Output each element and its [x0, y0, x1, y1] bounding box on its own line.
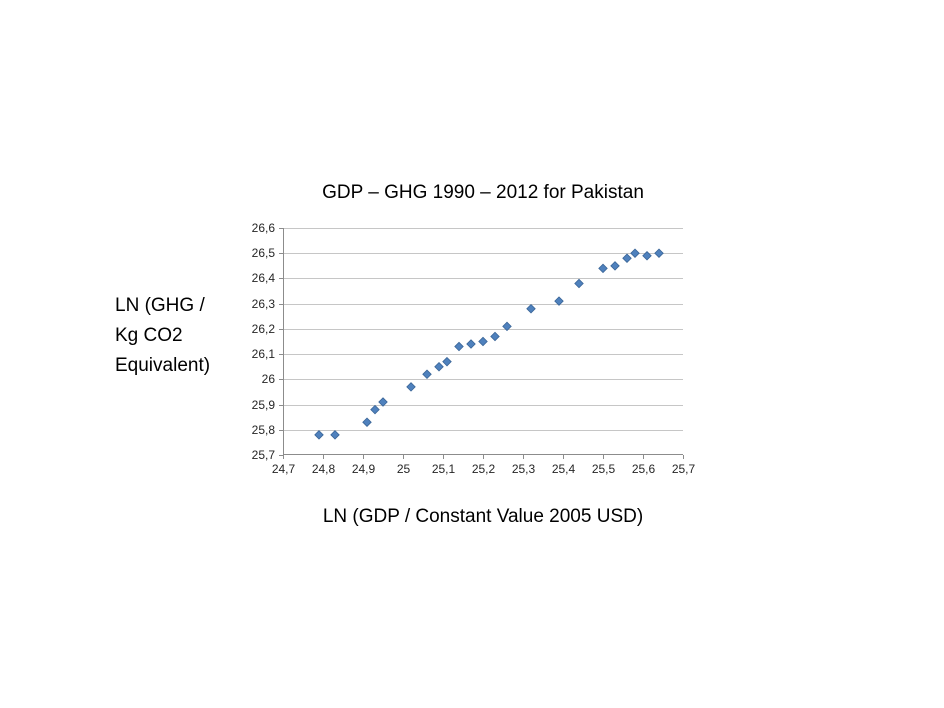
y-tick-label: 25,7 [251, 448, 275, 462]
x-tick-label: 24,9 [351, 462, 376, 476]
x-tick-label: 25,7 [671, 462, 696, 476]
data-point-marker [442, 356, 452, 367]
data-point-marker [362, 417, 372, 427]
data-point-marker [574, 278, 584, 289]
y-axis-label: LN (GHG / Kg CO2 Equivalent) [115, 291, 210, 381]
data-point-marker [526, 303, 536, 314]
data-point-marker [490, 331, 500, 342]
y-tick-label: 26,5 [251, 246, 275, 260]
x-tick-label: 24,7 [271, 462, 296, 476]
y-axis-label-line-3: Equivalent) [115, 355, 211, 376]
plot-area: 25,7 25,8 25,9 26 26,1 26,2 26,3 26,4 26,5 26,6 2… [252, 221, 696, 476]
data-point-marker [642, 250, 652, 261]
data-point-marker [434, 361, 444, 372]
data-point-marker [478, 336, 488, 347]
data-point-marker [406, 382, 416, 392]
data-point-marker [314, 430, 324, 440]
x-tick-label: 25,4 [551, 462, 576, 476]
x-tick-label: 25,3 [511, 462, 536, 476]
data-point-marker [554, 296, 564, 306]
x-tick-label: 25,5 [591, 462, 616, 476]
chart-title: GDP – GHG 1990 – 2012 for Pakistan [322, 182, 644, 203]
y-tick-label: 26,6 [251, 221, 275, 235]
plot-svg [279, 228, 684, 459]
data-point-marker [330, 430, 340, 440]
y-tick-label: 25,8 [251, 423, 275, 437]
data-point-marker [654, 248, 664, 258]
x-tick-label: 25,6 [631, 462, 656, 476]
data-point-marker [610, 261, 620, 271]
data-point-marker [378, 397, 388, 407]
data-point-marker [422, 369, 432, 380]
y-tick-label: 26,2 [251, 322, 275, 336]
y-axis-label-line-1: LN (GHG / [115, 295, 205, 316]
y-tick-label: 26 [261, 372, 275, 386]
data-point-marker [502, 321, 512, 332]
data-point-marker [630, 248, 640, 258]
y-tick-label: 26,3 [251, 297, 275, 311]
y-tick-label: 26,4 [251, 271, 275, 285]
x-tick-label: 24,8 [311, 462, 336, 476]
y-axis-label-line-2: Kg CO2 [115, 325, 183, 346]
x-tick-label: 25,2 [471, 462, 496, 476]
x-tick-label: 25,1 [431, 462, 456, 476]
x-tick-label: 25 [396, 462, 411, 476]
data-point-marker [454, 341, 464, 352]
data-point-marker [370, 404, 380, 415]
x-axis-label: LN (GDP / Constant Value 2005 USD) [322, 506, 644, 527]
data-point-marker [622, 253, 632, 264]
data-point-marker [598, 263, 608, 274]
y-tick-label: 26,1 [251, 347, 275, 361]
y-tick-label: 25,9 [251, 398, 275, 412]
data-point-marker [466, 339, 476, 349]
